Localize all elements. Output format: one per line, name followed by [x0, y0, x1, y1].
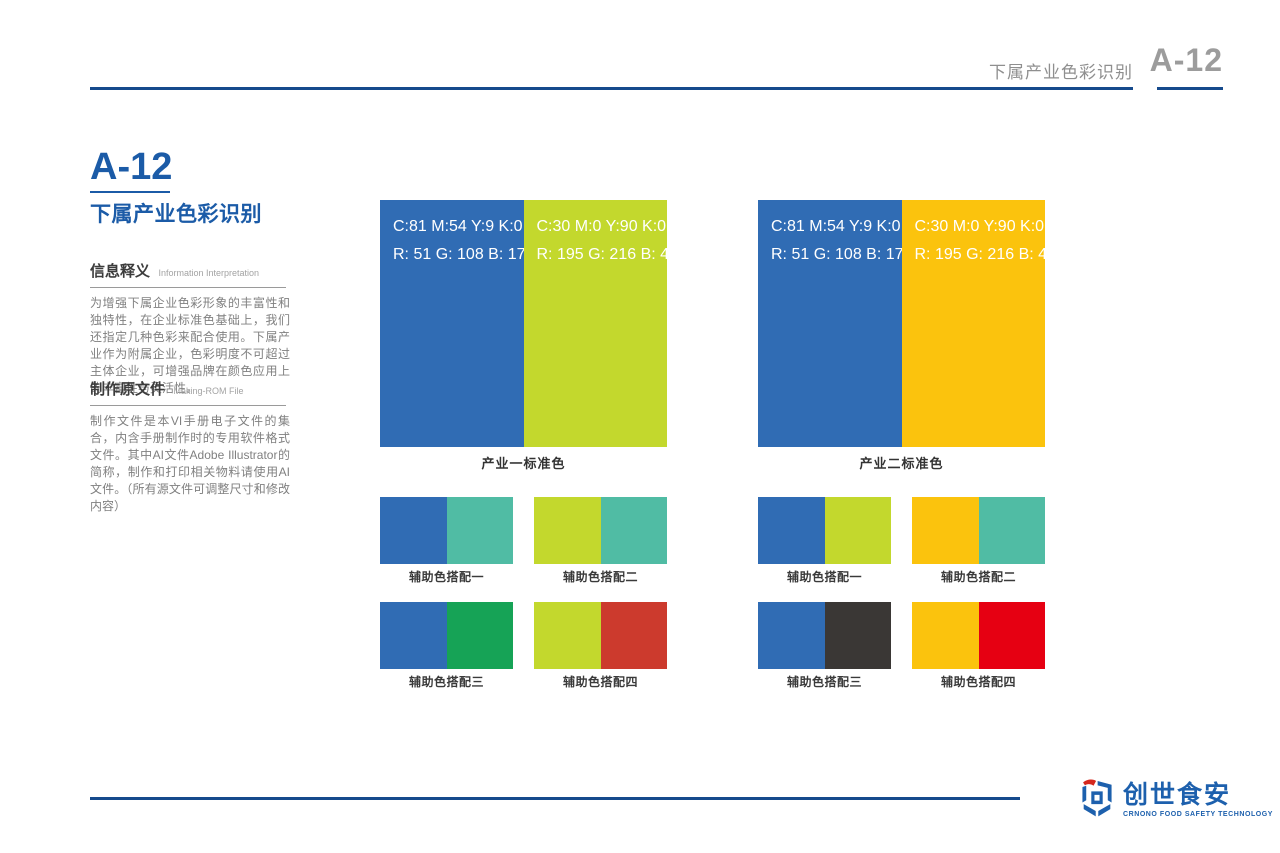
combo-label: 辅助色搭配一 — [408, 570, 484, 584]
combo-swatch — [380, 602, 513, 669]
rgb-value: R: 51 G: 108 B: 171 — [393, 246, 535, 263]
primary-swatch-blue: C:81 M:54 Y:9 K:0 R: 51 G: 108 B: 171 — [758, 200, 913, 447]
combo-item: 辅助色搭配一 — [758, 497, 891, 585]
combo-label: 辅助色搭配一 — [786, 570, 862, 584]
section-heading-en: Information Interpretation — [158, 268, 260, 278]
combo-item: 辅助色搭配三 — [380, 602, 513, 690]
cmyk-value: C:81 M:54 Y:9 K:0 — [771, 218, 901, 235]
header-section-title: 下属产业色彩识别 — [989, 63, 1133, 82]
combo-item: 辅助色搭配一 — [380, 497, 513, 585]
combo-half-1 — [758, 497, 825, 564]
page-subtitle: 下属产业色彩识别 — [90, 203, 262, 226]
combo-half-1 — [380, 497, 447, 564]
combo-item: 辅助色搭配二 — [912, 497, 1045, 585]
title-underline — [90, 191, 170, 193]
cmyk-value: C:30 M:0 Y:90 K:0 — [536, 218, 667, 235]
combo-half-1 — [534, 497, 601, 564]
section-rule — [90, 287, 286, 288]
section-heading: 信息释义 — [90, 263, 151, 280]
combo-half-1 — [758, 602, 825, 669]
header-rule-short — [1157, 87, 1223, 90]
rgb-value: R: 195 G: 216 B: 45 — [914, 246, 1056, 263]
combo-half-2 — [824, 497, 891, 564]
brand-name: 创世食安 — [1123, 781, 1232, 809]
header-rule-long — [90, 87, 1133, 90]
header-page-code: A-12 — [1149, 42, 1223, 78]
section-body: 为增强下属企业色彩形象的丰富性和独特性，在企业标准色基础上，我们还指定几种色彩来… — [90, 296, 290, 395]
industry-group-1: C:81 M:54 Y:9 K:0 R: 51 G: 108 B: 171 C:… — [380, 200, 678, 690]
combo-half-2 — [446, 497, 513, 564]
pair-label: 产业二标准色 — [859, 456, 944, 471]
combo-grid: 辅助色搭配一 辅助色搭配二 辅助色搭配三 — [758, 497, 1045, 690]
combo-half-1 — [534, 602, 601, 669]
primary-swatch-green: C:30 M:0 Y:90 K:0 R: 195 G: 216 B: 45 — [523, 200, 678, 447]
section-heading-row: 制作原文件 Making-ROM File — [90, 378, 290, 399]
shield-book-logo-icon — [1082, 779, 1112, 817]
primary-swatch-gold: C:30 M:0 Y:90 K:0 R: 195 G: 216 B: 45 — [901, 200, 1056, 447]
page-code-title: A-12 — [90, 146, 173, 188]
cmyk-value: C:81 M:54 Y:9 K:0 — [393, 218, 523, 235]
combo-half-2 — [824, 602, 891, 669]
rgb-value: R: 51 G: 108 B: 171 — [771, 246, 913, 263]
logo-text-block: 创世食安 CRNONO FOOD SAFETY TECHNOLOGY — [1123, 779, 1273, 819]
combo-label: 辅助色搭配三 — [408, 675, 484, 689]
section-rule — [90, 405, 286, 406]
combo-swatch — [534, 602, 667, 669]
combo-label: 辅助色搭配四 — [562, 675, 638, 689]
combo-item: 辅助色搭配四 — [534, 602, 667, 690]
brand-tagline: CRNONO FOOD SAFETY TECHNOLOGY — [1123, 811, 1273, 818]
combo-label: 辅助色搭配三 — [786, 675, 862, 689]
section-heading: 制作原文件 — [90, 381, 166, 398]
section-body: 制作文件是本VI手册电子文件的集合，内含手册制作时的专用软件格式文件。其中AI文… — [90, 414, 290, 513]
pair-label: 产业一标准色 — [481, 456, 566, 471]
combo-swatch — [380, 497, 513, 564]
combo-swatch — [534, 497, 667, 564]
section-heading-en: Making-ROM File — [173, 386, 244, 396]
combo-half-2 — [446, 602, 513, 669]
combo-item: 辅助色搭配四 — [912, 602, 1045, 690]
combo-label: 辅助色搭配二 — [940, 570, 1016, 584]
brand-logo: 创世食安 CRNONO FOOD SAFETY TECHNOLOGY — [1078, 779, 1273, 819]
info-section: 信息释义 Information Interpretation 为增强下属企业色… — [90, 260, 290, 397]
source-file-section: 制作原文件 Making-ROM File 制作文件是本VI手册电子文件的集合，… — [90, 378, 290, 515]
combo-label: 辅助色搭配四 — [940, 675, 1016, 689]
combo-swatch — [758, 497, 891, 564]
section-heading-row: 信息释义 Information Interpretation — [90, 260, 290, 281]
cmyk-value: C:30 M:0 Y:90 K:0 — [914, 218, 1045, 235]
combo-grid: 辅助色搭配一 辅助色搭配二 辅助色搭配三 — [380, 497, 667, 690]
industry-group-2: C:81 M:54 Y:9 K:0 R: 51 G: 108 B: 171 C:… — [758, 200, 1056, 690]
combo-item: 辅助色搭配二 — [534, 497, 667, 585]
combo-half-1 — [380, 602, 447, 669]
combo-swatch — [912, 602, 1045, 669]
combo-swatch — [912, 497, 1045, 564]
footer-rule — [90, 797, 1020, 800]
primary-color-pair: C:81 M:54 Y:9 K:0 R: 51 G: 108 B: 171 C:… — [758, 200, 1056, 447]
combo-half-2 — [978, 497, 1045, 564]
combo-swatch — [758, 602, 891, 669]
combo-half-1 — [912, 497, 979, 564]
primary-swatch-blue: C:81 M:54 Y:9 K:0 R: 51 G: 108 B: 171 — [380, 200, 535, 447]
primary-color-pair: C:81 M:54 Y:9 K:0 R: 51 G: 108 B: 171 C:… — [380, 200, 678, 447]
combo-label: 辅助色搭配二 — [562, 570, 638, 584]
rgb-value: R: 195 G: 216 B: 45 — [536, 246, 678, 263]
combo-half-2 — [600, 497, 667, 564]
combo-half-2 — [978, 602, 1045, 669]
combo-half-2 — [600, 602, 667, 669]
combo-half-1 — [912, 602, 979, 669]
combo-item: 辅助色搭配三 — [758, 602, 891, 690]
